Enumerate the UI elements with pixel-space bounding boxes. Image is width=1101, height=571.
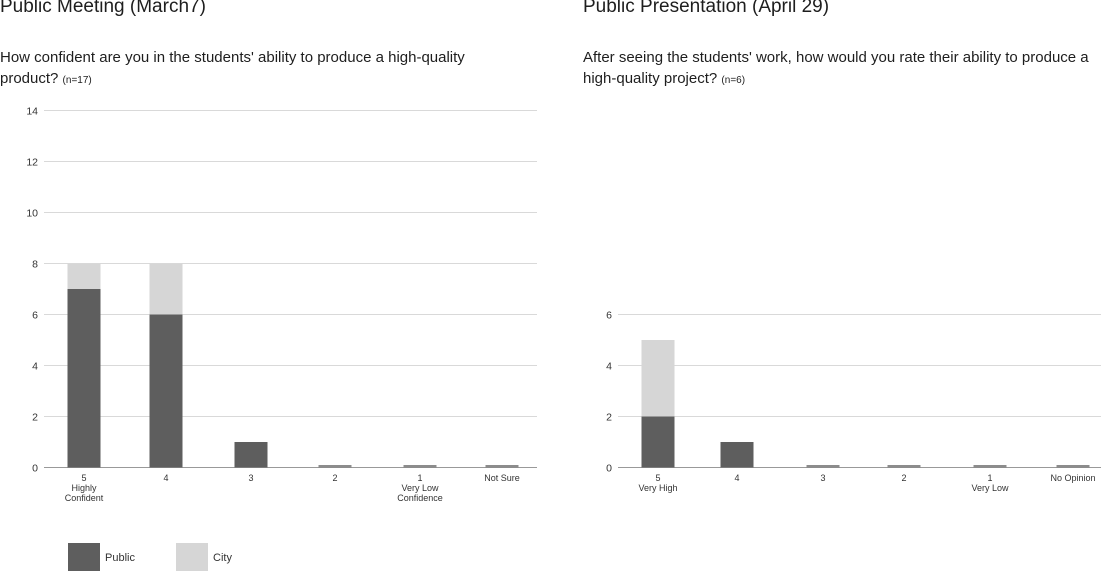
left-y-tick-label: 10 <box>26 208 38 220</box>
left-y-tick-label: 2 <box>32 412 38 424</box>
left-y-tick-label: 0 <box>32 463 38 475</box>
legend-label-city: City <box>213 552 232 564</box>
legend: Public City <box>68 543 328 571</box>
right-y-tick-label: 4 <box>606 361 612 373</box>
right-category-label: Very High <box>638 483 677 493</box>
left-category-label: Not Sure <box>484 473 520 483</box>
legend-swatch-city <box>176 543 208 571</box>
right-category-label: 2 <box>901 473 906 483</box>
right-chart-title: Public Presentation (April 29) <box>583 0 830 17</box>
right-category-label: No Opinion <box>1050 473 1095 483</box>
left-bar-public <box>234 442 268 468</box>
left-chart-question: How confident are you in the students' a… <box>0 47 520 91</box>
right-question-text: After seeing the students' work, how wou… <box>583 49 1089 87</box>
right-category-label: 5 <box>655 473 660 483</box>
right-category-label: 3 <box>820 473 825 483</box>
right-sample-size: (n=6) <box>721 75 746 86</box>
left-bar-zero <box>485 465 519 468</box>
left-question-text: How confident are you in the students' a… <box>0 49 465 87</box>
left-bar-city <box>67 263 101 289</box>
left-bar-city <box>149 263 183 315</box>
left-y-tick-label: 12 <box>26 157 38 169</box>
right-category-label: 1 <box>987 473 992 483</box>
left-chart-title: Public Meeting (March7) <box>0 0 206 17</box>
left-category-label: Very Low <box>401 483 439 493</box>
left-category-label: 4 <box>163 473 168 483</box>
left-category-label: Confident <box>65 493 104 503</box>
right-chart-question: After seeing the students' work, how wou… <box>583 47 1101 91</box>
left-sample-size: (n=17) <box>62 75 92 86</box>
right-bar-public <box>720 442 754 468</box>
right-bar-public <box>641 416 675 468</box>
left-y-tick-label: 4 <box>32 361 38 373</box>
left-category-label: 3 <box>248 473 253 483</box>
left-bar-zero <box>318 465 352 468</box>
left-bar-zero <box>403 465 437 468</box>
left-category-label: Highly <box>71 483 97 493</box>
right-bar-zero <box>1056 465 1090 468</box>
left-category-label: 1 <box>417 473 422 483</box>
left-category-label: Confidence <box>397 493 443 503</box>
left-y-tick-label: 8 <box>32 259 38 271</box>
right-category-label: Very Low <box>971 483 1009 493</box>
left-bar-public <box>67 289 101 468</box>
right-y-tick-label: 0 <box>606 463 612 475</box>
right-bar-city <box>641 340 675 417</box>
right-category-label: 4 <box>734 473 739 483</box>
right-bar-zero <box>973 465 1007 468</box>
legend-label-public: Public <box>105 552 135 564</box>
right-y-tick-label: 2 <box>606 412 612 424</box>
right-bar-zero <box>806 465 840 468</box>
left-bar-public <box>149 314 183 468</box>
left-category-label: 5 <box>81 473 86 483</box>
right-y-tick-label: 6 <box>606 310 612 322</box>
legend-swatch-public <box>68 543 100 571</box>
left-category-label: 2 <box>332 473 337 483</box>
right-bar-zero <box>887 465 921 468</box>
left-y-tick-label: 14 <box>26 106 38 118</box>
left-y-tick-label: 6 <box>32 310 38 322</box>
